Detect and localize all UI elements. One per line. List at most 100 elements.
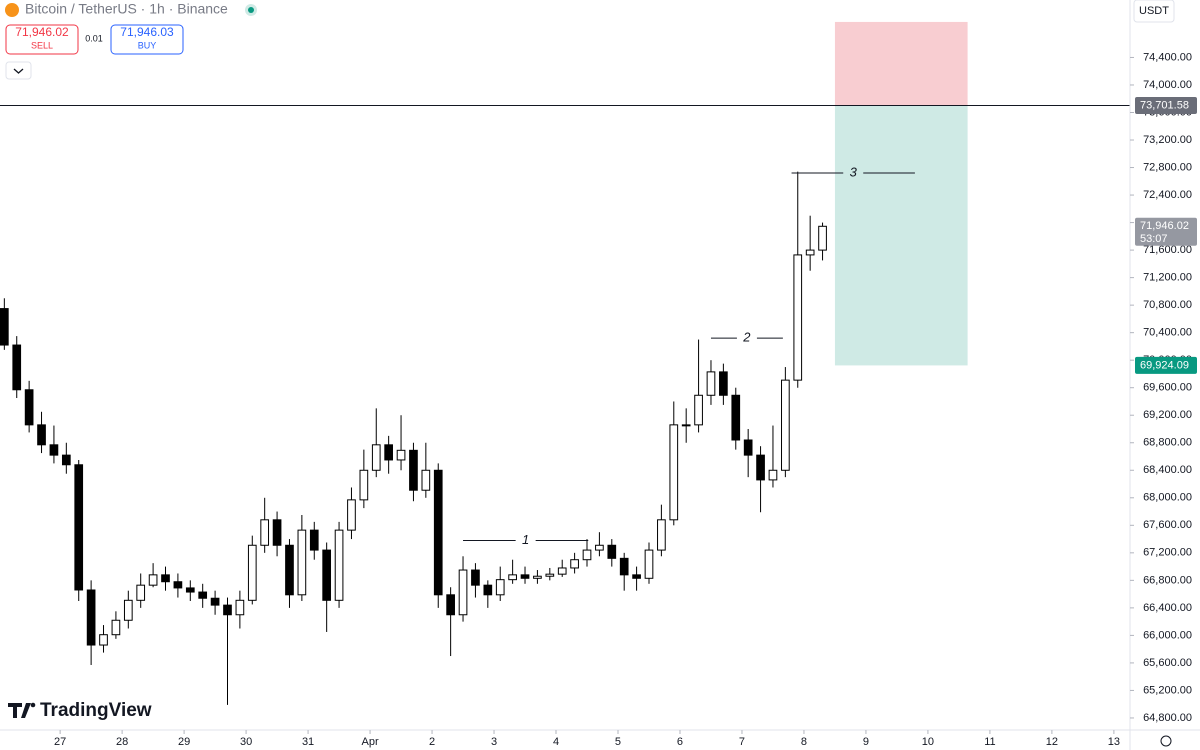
sell-button[interactable] (5, 24, 79, 55)
y-tick-label: 67,600.00 (1143, 519, 1192, 531)
x-tick-label: 4 (553, 736, 559, 748)
candle-body (247, 544, 257, 601)
candle-body (409, 449, 418, 491)
candle-body (756, 454, 765, 481)
candle-body (396, 449, 406, 461)
candle-body (347, 499, 356, 531)
price-label-box (1135, 217, 1197, 246)
candle-body (99, 634, 108, 646)
logo-text: TradingView (40, 700, 152, 721)
candle-body (495, 579, 505, 596)
candle-body (446, 594, 455, 616)
annotation-label: 1 (522, 532, 529, 547)
candle-body (607, 544, 617, 559)
y-tick-label: 69,200.00 (1143, 409, 1192, 421)
collapse-button[interactable] (5, 61, 32, 80)
candle-body (619, 557, 629, 576)
sell-price[interactable]: 71,946.02 (15, 25, 69, 39)
stop-zone (834, 21, 968, 106)
candle-body (644, 549, 654, 579)
x-tick-label: 8 (801, 736, 807, 748)
y-tick-label: 73,200.00 (1143, 134, 1192, 146)
candle-body (285, 544, 294, 596)
candle-body (49, 444, 59, 456)
plot-area: 1 2 3 (0, 21, 1130, 705)
candle-body (86, 589, 96, 646)
currency-button[interactable] (1133, 0, 1175, 23)
x-tick-label: 5 (615, 736, 621, 748)
candle-body (297, 529, 307, 596)
x-tick-label: 3 (491, 736, 497, 748)
candle-body (61, 454, 71, 466)
x-tick-label: 7 (739, 736, 745, 748)
target-zone (834, 105, 968, 366)
candle-body (359, 469, 369, 501)
candle-body (384, 444, 393, 461)
candle-body (0, 308, 9, 346)
x-tick-label: 11 (984, 736, 995, 748)
x-tick-label: 6 (677, 736, 683, 748)
sell-label[interactable]: SELL (31, 40, 53, 50)
candle-body (508, 574, 517, 581)
y-tick-label: 71,200.00 (1143, 272, 1192, 284)
candle-body (557, 567, 567, 575)
x-tick-label: 27 (54, 736, 66, 748)
buy-label[interactable]: BUY (138, 40, 157, 50)
x-tick-label: 10 (922, 736, 934, 748)
candle-body (24, 389, 34, 426)
candle-body (185, 587, 195, 593)
y-tick-label: 68,000.00 (1143, 492, 1192, 504)
candle-body (198, 591, 208, 599)
y-tick-label: 67,200.00 (1143, 547, 1192, 559)
candle-body (223, 604, 232, 616)
candle-body (458, 569, 468, 616)
y-tick-label: 70,400.00 (1143, 327, 1192, 339)
x-tick-label: 2 (429, 736, 435, 748)
candle-body (471, 569, 480, 586)
candle-body (681, 424, 691, 427)
candle-body (731, 394, 741, 441)
x-tick-label: 12 (1046, 736, 1058, 748)
candle-body (805, 249, 815, 256)
y-tick-label: 70,800.00 (1143, 299, 1192, 311)
x-tick-label: 29 (178, 736, 190, 748)
chevron-icon (13, 68, 24, 74)
candle-body (595, 544, 604, 551)
y-tick-label: 68,400.00 (1143, 464, 1192, 476)
x-tick-label: 13 (1108, 736, 1120, 748)
y-tick-label: 72,400.00 (1143, 189, 1192, 201)
candle-body (235, 599, 245, 616)
y-tick-label: 65,600.00 (1143, 657, 1192, 669)
price-label: 73,701.58 (1140, 99, 1189, 111)
price-countdown: 53:07 (1140, 233, 1168, 245)
currency[interactable]: USDT (1139, 5, 1169, 17)
settings-icon[interactable] (1160, 735, 1172, 747)
candle-body (694, 394, 703, 426)
candle-body (371, 444, 381, 471)
x-tick-label: 28 (116, 736, 128, 748)
annotation-label: 3 (850, 164, 858, 179)
spread: 0.01 (85, 33, 103, 43)
candle-body (123, 599, 133, 621)
price-label: 71,946.02 (1140, 220, 1189, 232)
logo-icon (8, 703, 31, 718)
y-tick-label: 69,600.00 (1143, 382, 1192, 394)
y-tick-label: 74,000.00 (1143, 79, 1192, 91)
symbol-title: Bitcoin / TetherUS · 1h · Binance (25, 1, 228, 17)
buy-price[interactable]: 71,946.03 (120, 25, 174, 39)
candle-body (74, 464, 84, 591)
status-dot (248, 7, 254, 13)
y-tick-label: 68,800.00 (1143, 437, 1192, 449)
candle-body (632, 574, 641, 579)
candle-body (272, 519, 282, 546)
annotation-label: 2 (742, 330, 751, 345)
buy-button[interactable] (110, 24, 184, 55)
axes: 64,800.00 65,200.00 65,600.00 66,000.00 66,4… (54, 51, 1197, 748)
candle-body (706, 371, 716, 396)
x-tick-label: Apr (361, 736, 378, 748)
candle-body (334, 529, 344, 601)
x-tick-label: 9 (863, 736, 869, 748)
